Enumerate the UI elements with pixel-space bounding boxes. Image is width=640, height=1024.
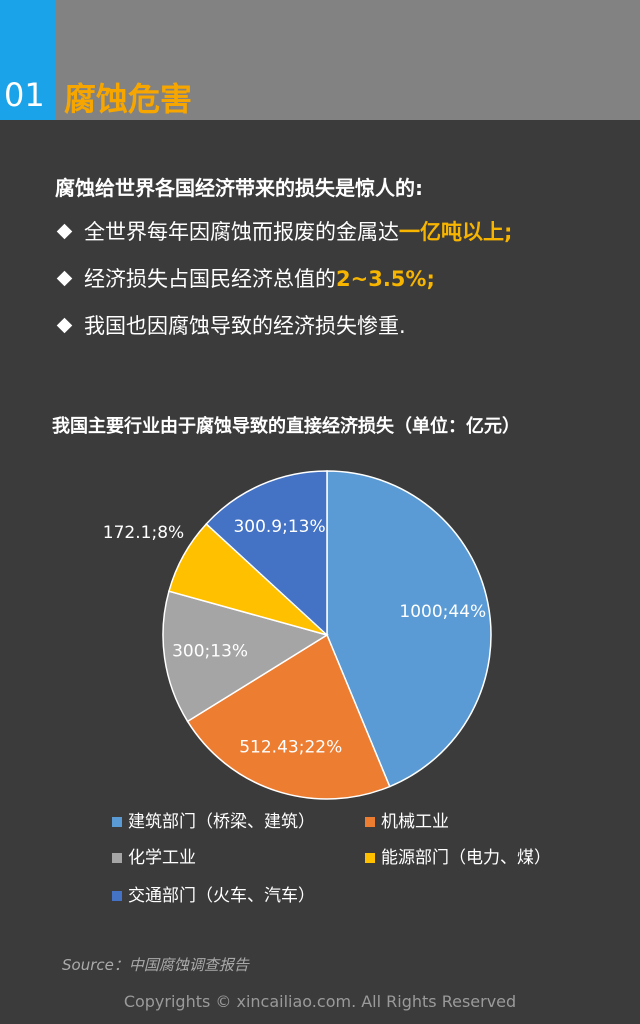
top-bar <box>0 0 640 120</box>
legend-label: 交通部门（火车、汽车） <box>128 886 315 906</box>
data-label: 300.9;13% <box>233 517 325 537</box>
section-number: 01 <box>4 76 45 114</box>
legend-swatch <box>365 853 375 863</box>
pie-slice <box>186 633 391 800</box>
legend-swatch <box>365 817 375 827</box>
legend-swatch <box>112 853 122 863</box>
data-label: 300;13% <box>172 642 248 662</box>
data-label: 512.43;22% <box>239 737 342 757</box>
copyright: Copyrights © xincailiao.com. All Rights … <box>123 992 517 1011</box>
source: Source：中国腐蚀调查报告 <box>62 956 249 974</box>
bullet-item: 全世界每年因腐蚀而报废的金属达一亿吨以上; <box>55 216 512 246</box>
data-label: 1000;44% <box>399 602 486 622</box>
section-title: 腐蚀危害 <box>64 80 193 118</box>
data-label: 172.1;8% <box>103 523 184 543</box>
bullet-text: 全世界每年因腐蚀而报废的金属达 <box>84 220 399 244</box>
bullet-item: 我国也因腐蚀导致的经济损失惨重. <box>55 310 406 340</box>
number-block <box>0 0 56 120</box>
legend-swatch <box>112 817 122 827</box>
bullet-item: 经济损失占国民经济总值的2~3.5%; <box>55 263 435 293</box>
legend-label: 建筑部门（桥梁、建筑） <box>128 812 315 832</box>
legend-swatch <box>112 891 122 901</box>
bullet-text: 经济损失占国民经济总值的 <box>84 267 336 291</box>
intro-heading: 腐蚀给世界各国经济带来的损失是惊人的: <box>55 176 423 200</box>
legend-label: 能源部门（电力、煤） <box>381 848 551 868</box>
bullet-highlight: 2~3.5%; <box>336 267 435 291</box>
pie-slice <box>326 470 492 788</box>
legend-label: 化学工业 <box>128 848 196 868</box>
chart-title: 我国主要行业由于腐蚀导致的直接经济损失（单位：亿元） <box>52 416 520 437</box>
pie-slice <box>205 470 328 637</box>
legend-label: 机械工业 <box>381 812 449 832</box>
bullet-highlight: 一亿吨以上; <box>399 220 513 244</box>
bullet-text: 我国也因腐蚀导致的经济损失惨重. <box>84 314 406 338</box>
